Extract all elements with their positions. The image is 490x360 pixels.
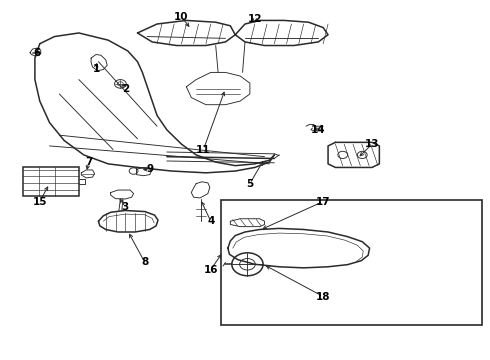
Text: 14: 14 — [311, 125, 325, 135]
Text: 9: 9 — [146, 164, 153, 174]
Text: 13: 13 — [365, 139, 379, 149]
Text: 12: 12 — [247, 14, 262, 24]
Text: 7: 7 — [85, 157, 92, 167]
Text: 18: 18 — [316, 292, 330, 302]
Bar — [220, 200, 482, 325]
Text: 5: 5 — [246, 179, 253, 189]
Text: 1: 1 — [92, 64, 99, 74]
Text: 3: 3 — [122, 202, 129, 212]
Text: 17: 17 — [316, 197, 330, 207]
Text: 10: 10 — [174, 12, 189, 22]
Text: 16: 16 — [203, 265, 218, 275]
Text: 4: 4 — [207, 216, 215, 226]
Text: 15: 15 — [32, 197, 47, 207]
Text: 11: 11 — [196, 144, 211, 154]
Text: 6: 6 — [34, 48, 41, 58]
Bar — [23, 167, 79, 196]
Text: 2: 2 — [122, 84, 129, 94]
Text: 8: 8 — [141, 257, 148, 267]
